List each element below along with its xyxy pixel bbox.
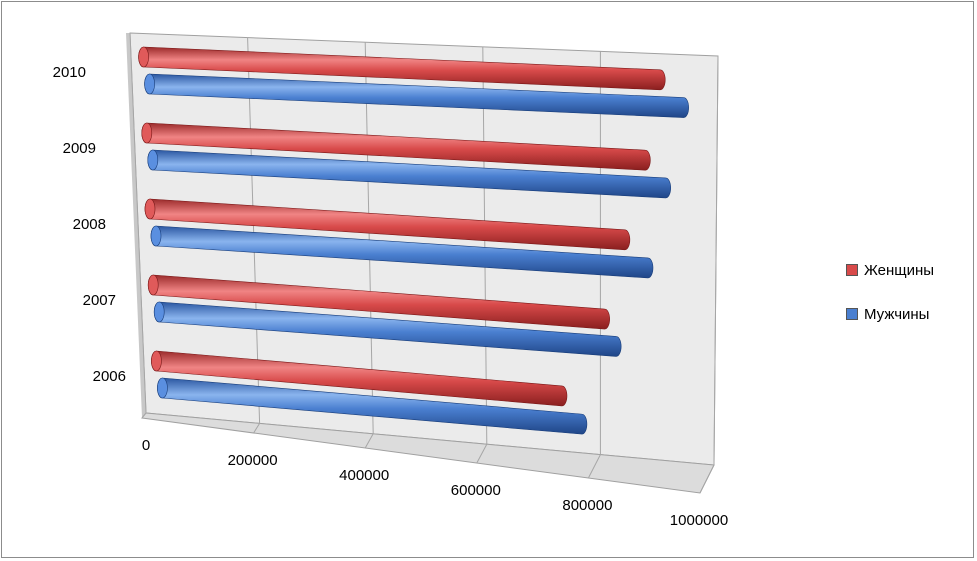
- bar-cap: [151, 350, 162, 372]
- category-labels: 2006 2007 2008 2009 2010: [53, 64, 126, 385]
- bar-cap: [141, 122, 153, 144]
- legend-item-series-1: Мужчины: [846, 292, 971, 336]
- x-tick-label: 0: [142, 437, 150, 454]
- bar-cap: [157, 377, 168, 399]
- x-tick-label: 1000000: [670, 512, 728, 529]
- x-tick-label: 600000: [451, 482, 501, 499]
- legend: Женщины Мужчины: [846, 248, 971, 336]
- category-label: 2009: [63, 140, 96, 157]
- bar-cap: [153, 301, 165, 323]
- bar-cap: [147, 274, 159, 296]
- bar-cap: [138, 46, 149, 68]
- x-tick-labels: 0 200000 400000 600000 800000 1000000: [142, 437, 728, 529]
- x-tick-label: 200000: [228, 452, 278, 469]
- category-label: 2007: [83, 292, 116, 309]
- x-tick-label: 800000: [562, 497, 612, 514]
- bar-cap: [144, 73, 155, 95]
- x-tick-label: 400000: [339, 467, 389, 484]
- legend-swatch: [846, 308, 858, 320]
- gridline: [699, 55, 719, 494]
- bar-cap: [144, 198, 156, 220]
- bars: [138, 46, 689, 435]
- bar-cap: [147, 149, 159, 171]
- legend-label: Женщины: [864, 261, 935, 279]
- category-label: 2006: [93, 368, 126, 385]
- legend-item-series-0: Женщины: [846, 248, 971, 292]
- side-wall: [126, 33, 146, 418]
- category-label: 2008: [73, 216, 106, 233]
- gridline: [129, 32, 147, 419]
- category-label: 2010: [53, 64, 86, 81]
- bar-cap: [150, 225, 162, 247]
- legend-label: Мужчины: [864, 305, 930, 323]
- legend-swatch: [846, 264, 858, 276]
